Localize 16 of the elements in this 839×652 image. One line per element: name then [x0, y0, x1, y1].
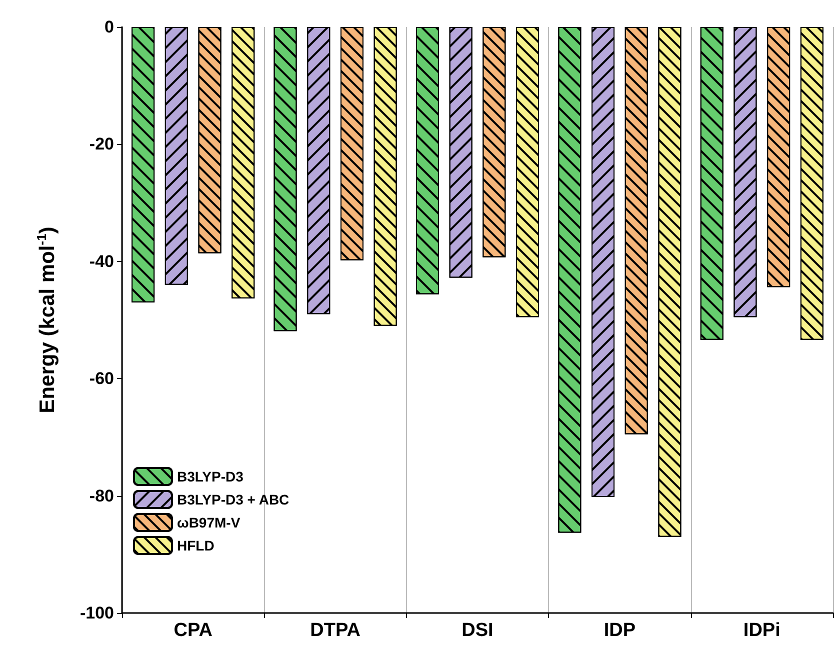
legend-label: HFLD: [177, 538, 214, 554]
x-tick-label: IDP: [604, 620, 636, 641]
legend-label: B3LYP-D3: [177, 468, 244, 484]
x-tick-label: CPA: [174, 620, 213, 641]
y-tick-label: -40: [89, 252, 114, 271]
y-axis-title: Energy (kcal mol-1): [34, 226, 59, 414]
legend-label: B3LYP-D3 + ABC: [177, 492, 290, 508]
x-tick-label: IDPi: [743, 620, 780, 641]
y-tick-label: -60: [89, 369, 114, 388]
y-tick-label: -100: [80, 604, 114, 622]
x-tick-label: DSI: [462, 620, 494, 641]
y-tick-label: -80: [89, 486, 114, 506]
y-tick-label: 0: [104, 18, 114, 36]
legend-label: ωB97M-V: [177, 514, 241, 530]
x-tick-label: DTPA: [310, 620, 361, 641]
y-tick-label: -20: [89, 134, 114, 154]
